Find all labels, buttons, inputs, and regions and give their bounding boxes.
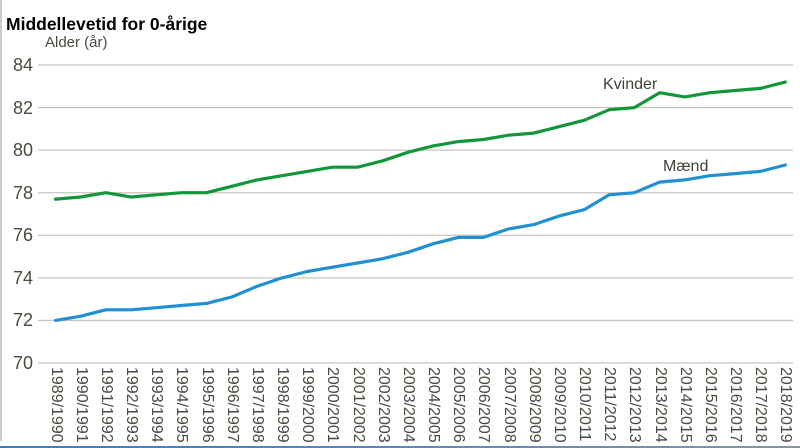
y-tick-label: 72 <box>12 310 33 331</box>
x-tick-label: 2006/2007 <box>475 367 493 443</box>
x-tick-label: 2012/2013 <box>626 367 644 443</box>
x-tick-label: 1993/1994 <box>148 367 166 443</box>
x-tick-label: 2005/2006 <box>450 367 468 443</box>
x-tick-label: 1998/1999 <box>274 367 292 443</box>
series-line-mænd <box>53 163 788 322</box>
x-tick-label: 2016/2017 <box>727 367 745 443</box>
series-line-kvinder <box>53 80 788 201</box>
y-tick-label: 74 <box>12 267 33 288</box>
y-tick-label: 84 <box>12 55 33 75</box>
x-tick-label: 2017/2018 <box>752 367 770 443</box>
series-label-kvinder: Kvinder <box>603 76 658 93</box>
x-tick-label: 1989/1990 <box>47 367 65 443</box>
x-tick-label: 2015/2016 <box>701 367 719 443</box>
bottom-border-line <box>0 446 800 448</box>
x-tick-label: 1999/2000 <box>299 367 317 443</box>
x-tick-label: 2002/2003 <box>374 367 392 443</box>
x-tick-label: 2014/2015 <box>676 367 694 443</box>
x-tick-label: 1992/1993 <box>123 367 140 443</box>
x-tick-label: 2007/2008 <box>500 367 518 443</box>
x-tick-label: 2004/2005 <box>425 367 443 443</box>
y-axis-title: Alder (år) <box>45 34 108 51</box>
x-tick-label: 1995/1996 <box>198 367 216 443</box>
x-tick-label: 2013/2014 <box>651 367 669 443</box>
x-tick-label: 1991/1992 <box>97 367 115 443</box>
x-tick-label: 2011/2012 <box>601 367 619 442</box>
x-tick-label: 1996/1997 <box>223 367 241 443</box>
x-tick-label: 1997/1998 <box>248 367 266 443</box>
x-tick-label: 2009/2010 <box>550 367 568 443</box>
y-tick-label: 76 <box>12 225 33 246</box>
y-tick-label: 82 <box>12 97 33 118</box>
series-label-maend: Mænd <box>663 158 709 175</box>
x-tick-label: 2003/2004 <box>399 367 417 443</box>
y-tick-label: 70 <box>12 353 33 373</box>
x-tick-label: 2018/2019 <box>777 367 795 443</box>
chart-title: Middellevetid for 0-årige <box>6 13 208 34</box>
x-tick-label: 1994/1995 <box>173 367 191 443</box>
x-tick-label: 2000/2001 <box>324 367 342 443</box>
y-tick-label: 80 <box>12 140 33 161</box>
x-tick-label: 1990/1991 <box>72 367 90 443</box>
y-tick-label: 78 <box>12 182 33 203</box>
left-border-line <box>0 0 2 441</box>
x-tick-label: 2001/2002 <box>349 367 367 443</box>
x-tick-label: 2010/2011 <box>576 367 594 442</box>
x-tick-label: 2008/2009 <box>525 367 543 443</box>
